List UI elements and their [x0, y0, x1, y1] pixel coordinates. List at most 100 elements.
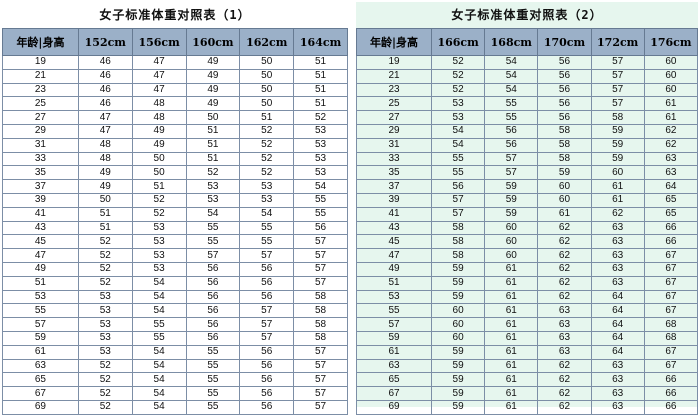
- weight-cell: 50: [239, 55, 295, 70]
- weight-cell: 61: [590, 179, 645, 194]
- weight-cell: 52: [77, 358, 133, 374]
- table-row: 39 50 52 53 53 55: [2, 192, 348, 208]
- weight-cell: 63: [590, 234, 645, 250]
- weight-cell: 57: [590, 82, 645, 98]
- table-row: 41 51 52 54 54 55: [2, 206, 348, 222]
- age-cell: 43: [2, 220, 79, 236]
- weight-cell: 56: [484, 123, 539, 139]
- table-row: 45 52 53 55 55 57: [2, 234, 348, 250]
- age-cell: 59: [2, 330, 79, 346]
- weight-cell: 52: [131, 192, 187, 208]
- weight-cell: 63: [590, 248, 645, 263]
- header-height: 172cm: [590, 28, 645, 56]
- weight-cell: 58: [537, 137, 592, 153]
- weight-cell: 49: [131, 137, 187, 153]
- table-body: 19 52 54 56 57 60 21 52 54 56 57 60 23 52 54 56 57 60 25 53…: [355, 55, 699, 415]
- header-height: 152cm: [77, 28, 133, 56]
- weight-cell: 59: [590, 123, 645, 139]
- weight-cell: 62: [537, 289, 592, 305]
- weight-cell: 51: [185, 123, 241, 139]
- weight-cell: 53: [77, 344, 133, 360]
- weight-cell: 52: [77, 372, 133, 388]
- weight-cell: 51: [185, 137, 241, 153]
- weight-cell: 57: [185, 248, 241, 263]
- age-cell: 37: [2, 179, 79, 194]
- weight-cell: 65: [643, 192, 699, 208]
- weight-cell: 53: [293, 165, 348, 181]
- age-cell: 29: [2, 123, 79, 139]
- age-cell: 49: [355, 261, 433, 277]
- age-cell: 47: [355, 248, 433, 263]
- weight-cell: 59: [431, 289, 486, 305]
- weight-cell: 52: [77, 261, 133, 277]
- weight-cell: 52: [77, 386, 133, 401]
- weight-table: 年龄|身高 166cm 168cm 170cm 172cm 176cm 19 52…: [355, 28, 699, 415]
- age-cell: 57: [2, 317, 79, 332]
- table-row: 69 59 61 62 63 66: [355, 399, 699, 415]
- weight-cell: 67: [643, 261, 699, 277]
- weight-cell: 59: [431, 344, 486, 360]
- age-cell: 55: [2, 303, 79, 319]
- header-row: 年龄|身高 166cm 168cm 170cm 172cm 176cm: [355, 28, 699, 56]
- weight-cell: 59: [590, 151, 645, 167]
- weight-cell: 61: [484, 344, 539, 360]
- weight-cell: 52: [77, 248, 133, 263]
- weight-cell: 67: [643, 358, 699, 374]
- weight-cell: 61: [484, 330, 539, 346]
- weight-cell: 56: [239, 261, 295, 277]
- weight-table-panel-2: 女子标准体重对照表（2） 年龄|身高 166cm 168cm 170cm 172…: [355, 2, 699, 415]
- table-title: 女子标准体重对照表（1）: [99, 8, 251, 22]
- weight-cell: 55: [239, 234, 295, 250]
- weight-cell: 47: [131, 82, 187, 98]
- weight-cell: 55: [185, 372, 241, 388]
- age-cell: 35: [355, 165, 433, 181]
- weight-cell: 51: [131, 179, 187, 194]
- weight-cell: 51: [77, 220, 133, 236]
- weight-cell: 53: [293, 151, 348, 167]
- weight-cell: 61: [484, 372, 539, 388]
- weight-cell: 53: [77, 317, 133, 332]
- weight-cell: 54: [185, 206, 241, 222]
- weight-cell: 66: [643, 386, 699, 401]
- age-cell: 51: [355, 275, 433, 291]
- table-row: 67 59 61 62 63 66: [355, 386, 699, 401]
- age-cell: 25: [355, 96, 433, 112]
- weight-cell: 54: [431, 137, 486, 153]
- weight-cell: 63: [537, 317, 592, 332]
- weight-cell: 53: [131, 261, 187, 277]
- weight-cell: 59: [431, 399, 486, 415]
- weight-cell: 68: [643, 330, 699, 346]
- weight-cell: 54: [239, 206, 295, 222]
- table-row: 45 58 60 62 63 66: [355, 234, 699, 250]
- weight-cell: 51: [293, 96, 348, 112]
- weight-cell: 47: [77, 110, 133, 125]
- weight-cell: 63: [590, 386, 645, 401]
- weight-cell: 62: [537, 386, 592, 401]
- table-row: 47 52 53 57 57 57: [2, 248, 348, 263]
- weight-cell: 56: [293, 220, 348, 236]
- weight-cell: 46: [77, 82, 133, 98]
- weight-cell: 56: [239, 358, 295, 374]
- weight-cell: 49: [185, 55, 241, 70]
- weight-cell: 63: [537, 330, 592, 346]
- header-height: 156cm: [131, 28, 187, 56]
- weight-cell: 57: [590, 96, 645, 112]
- weight-cell: 58: [537, 151, 592, 167]
- table-row: 57 53 55 56 57 58: [2, 317, 348, 332]
- weight-cell: 59: [431, 275, 486, 291]
- table-row: 21 52 54 56 57 60: [355, 68, 699, 84]
- weight-cell: 51: [293, 68, 348, 84]
- weight-cell: 62: [643, 137, 699, 153]
- table-row: 23 46 47 49 50 51: [2, 82, 348, 98]
- weight-cell: 54: [131, 358, 187, 374]
- weight-cell: 52: [77, 399, 133, 415]
- age-cell: 47: [2, 248, 79, 263]
- weight-cell: 55: [185, 234, 241, 250]
- weight-cell: 56: [185, 261, 241, 277]
- age-cell: 45: [355, 234, 433, 250]
- weight-cell: 64: [590, 317, 645, 332]
- weight-cell: 53: [431, 96, 486, 112]
- weight-cell: 59: [431, 261, 486, 277]
- weight-cell: 66: [643, 372, 699, 388]
- weight-cell: 57: [484, 151, 539, 167]
